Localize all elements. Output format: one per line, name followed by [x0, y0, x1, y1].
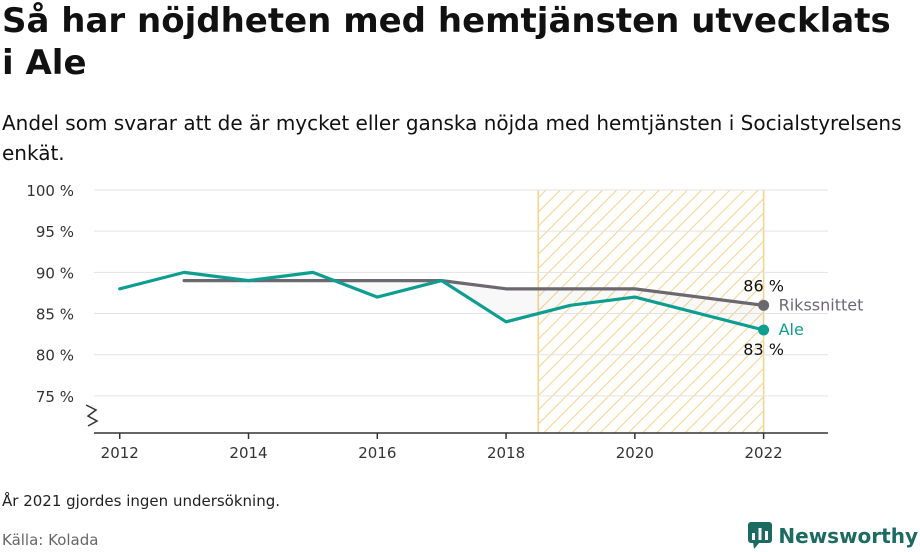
value-label-rikssnittet: 86 %	[743, 276, 784, 295]
y-tick-label: 75 %	[36, 388, 74, 406]
footnote: År 2021 gjordes ingen undersökning.	[2, 492, 281, 510]
y-tick-label: 85 %	[36, 306, 74, 324]
line-chart: 75 % 80 % 85 % 90 % 95 % 100 % 2012 2014 2016 201…	[26, 182, 863, 462]
x-tick-label: 2016	[358, 444, 396, 462]
end-point-rikssnittet	[758, 299, 770, 311]
chart-title: Så har nöjdheten med hemtjänsten utveckl…	[2, 1, 891, 83]
x-tick-label: 2014	[229, 444, 267, 462]
value-label-ale: 83 %	[743, 340, 784, 359]
series-line-ale	[118, 270, 766, 332]
shaded-period-layer	[537, 190, 765, 433]
series-lines	[118, 270, 770, 336]
shaded-period	[538, 190, 764, 433]
x-tick-label: 2018	[487, 444, 525, 462]
axes: 75 % 80 % 85 % 90 % 95 % 100 % 2012 2014 2016 201…	[26, 182, 828, 462]
y-tick-label: 100 %	[26, 182, 74, 200]
y-tick-label: 80 %	[36, 347, 74, 365]
chart-subtitle: Andel som svarar att de är mycket eller …	[2, 111, 902, 165]
axis-break-icon	[85, 404, 99, 427]
newsworthy-logo-icon	[748, 522, 773, 549]
brand-name: Newsworthy	[778, 524, 918, 548]
x-tick-label: 2020	[616, 444, 654, 462]
y-tick-label: 90 %	[36, 264, 74, 282]
x-tick-label: 2012	[101, 444, 139, 462]
series-label-rikssnittet: Rikssnittet	[779, 295, 864, 314]
end-point-ale	[758, 324, 770, 336]
source-note: Källa: Kolada	[2, 531, 99, 549]
gridlines	[94, 189, 828, 397]
x-tick-label: 2022	[745, 444, 783, 462]
y-tick-label: 95 %	[36, 223, 74, 241]
series-label-ale: Ale	[779, 320, 804, 339]
brand-logo[interactable]: Newsworthy	[748, 520, 918, 552]
